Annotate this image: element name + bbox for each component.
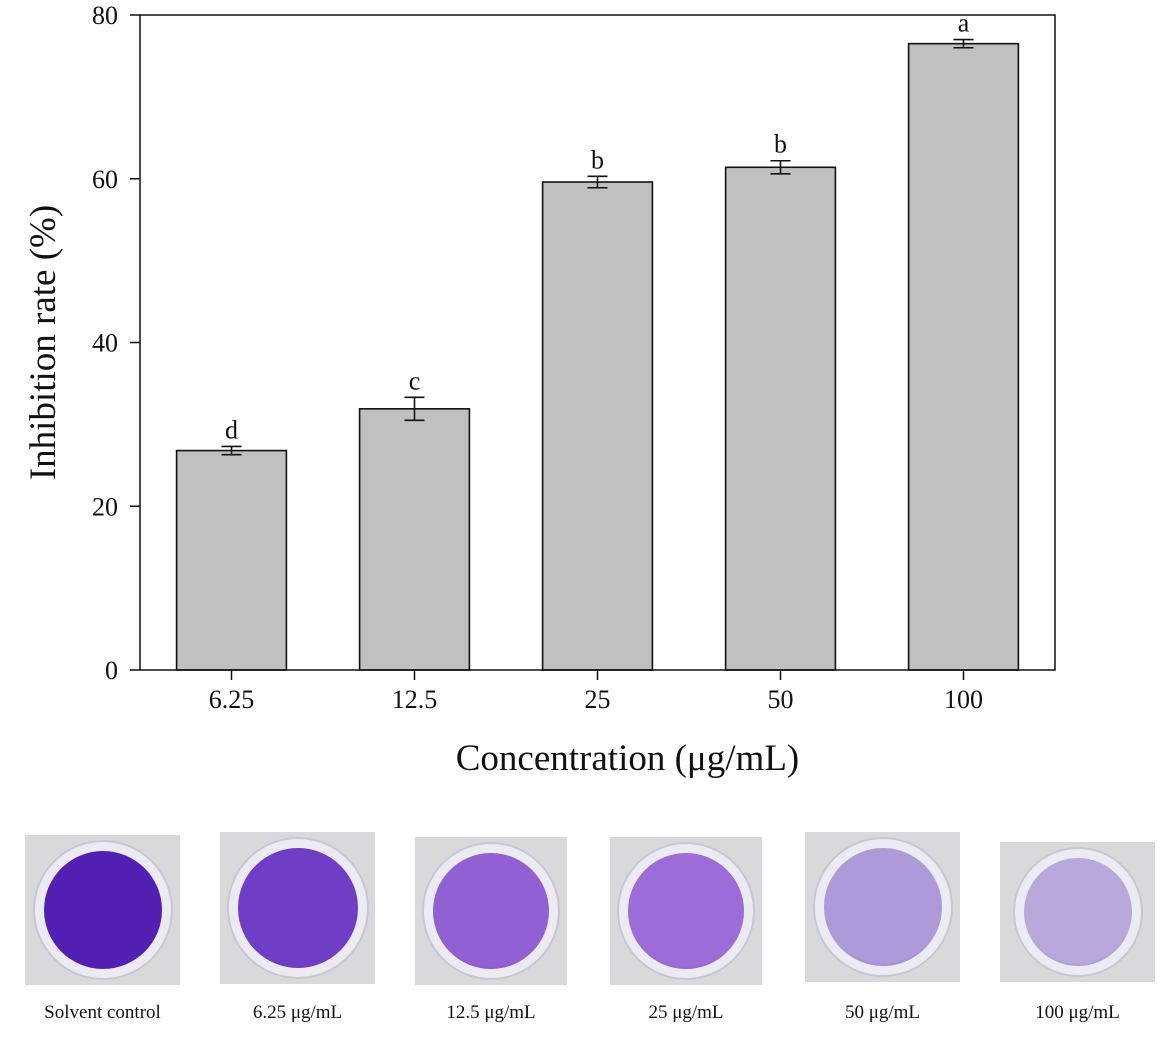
well-photo	[805, 832, 960, 982]
well-stain	[823, 848, 942, 966]
well-dish	[422, 842, 560, 980]
well-dish	[617, 842, 755, 980]
x-axis-label: Concentration (μg/mL)	[456, 738, 800, 779]
significance-letter: b	[774, 130, 787, 159]
well-photo	[610, 837, 762, 985]
y-tick-label: 40	[92, 329, 118, 358]
well-photo	[25, 835, 180, 985]
x-tick-label: 6.25	[209, 685, 255, 714]
significance-letter: d	[225, 415, 238, 444]
x-tick-label: 100	[944, 685, 983, 714]
well-stain	[43, 851, 162, 969]
y-tick-label: 80	[92, 1, 118, 30]
well-caption: 12.5 μg/mL	[446, 1002, 536, 1023]
bar	[724, 166, 837, 671]
well-photo-row: Solvent control 6.25 μg/mL 12.5 μg/mL 25 μg…	[0, 820, 1169, 1052]
well-dish	[226, 837, 369, 979]
bar	[358, 408, 471, 671]
well-caption: Solvent control	[44, 1002, 161, 1023]
well-caption: 6.25 μg/mL	[252, 1002, 343, 1023]
well-dish	[1012, 847, 1143, 977]
y-axis-label: Inhibition rate (%)	[23, 205, 64, 480]
well-dish	[812, 837, 953, 977]
y-tick-label: 60	[92, 165, 118, 194]
x-tick-label: 12.5	[392, 685, 438, 714]
y-tick-label: 0	[105, 656, 118, 685]
well-caption: 25 μg/mL	[648, 1002, 724, 1023]
well-photo	[1000, 842, 1155, 982]
y-tick-label: 20	[92, 492, 118, 521]
well-caption: 50 μg/mL	[844, 1002, 921, 1023]
significance-letter: c	[409, 366, 421, 395]
x-tick-label: 50	[768, 685, 794, 714]
well-caption: 100 μg/mL	[1035, 1002, 1120, 1023]
well-stain	[1023, 858, 1132, 966]
bar	[175, 449, 288, 671]
plot-frame	[139, 14, 1056, 671]
well-stain	[433, 853, 549, 969]
well-dish	[32, 840, 173, 980]
well-photo	[415, 837, 567, 985]
bar-chart: 0 20 40 60 80 6.25 12.5 25 50 100 d c b b a Inhibiti…	[23, 1, 1056, 779]
bar	[907, 42, 1020, 671]
significance-letter: b	[591, 145, 604, 174]
well-photo	[220, 832, 375, 984]
significance-letter: a	[958, 9, 970, 38]
well-stain	[628, 853, 744, 969]
x-tick-label: 25	[585, 685, 611, 714]
bar	[541, 181, 654, 671]
well-stain	[237, 848, 358, 968]
